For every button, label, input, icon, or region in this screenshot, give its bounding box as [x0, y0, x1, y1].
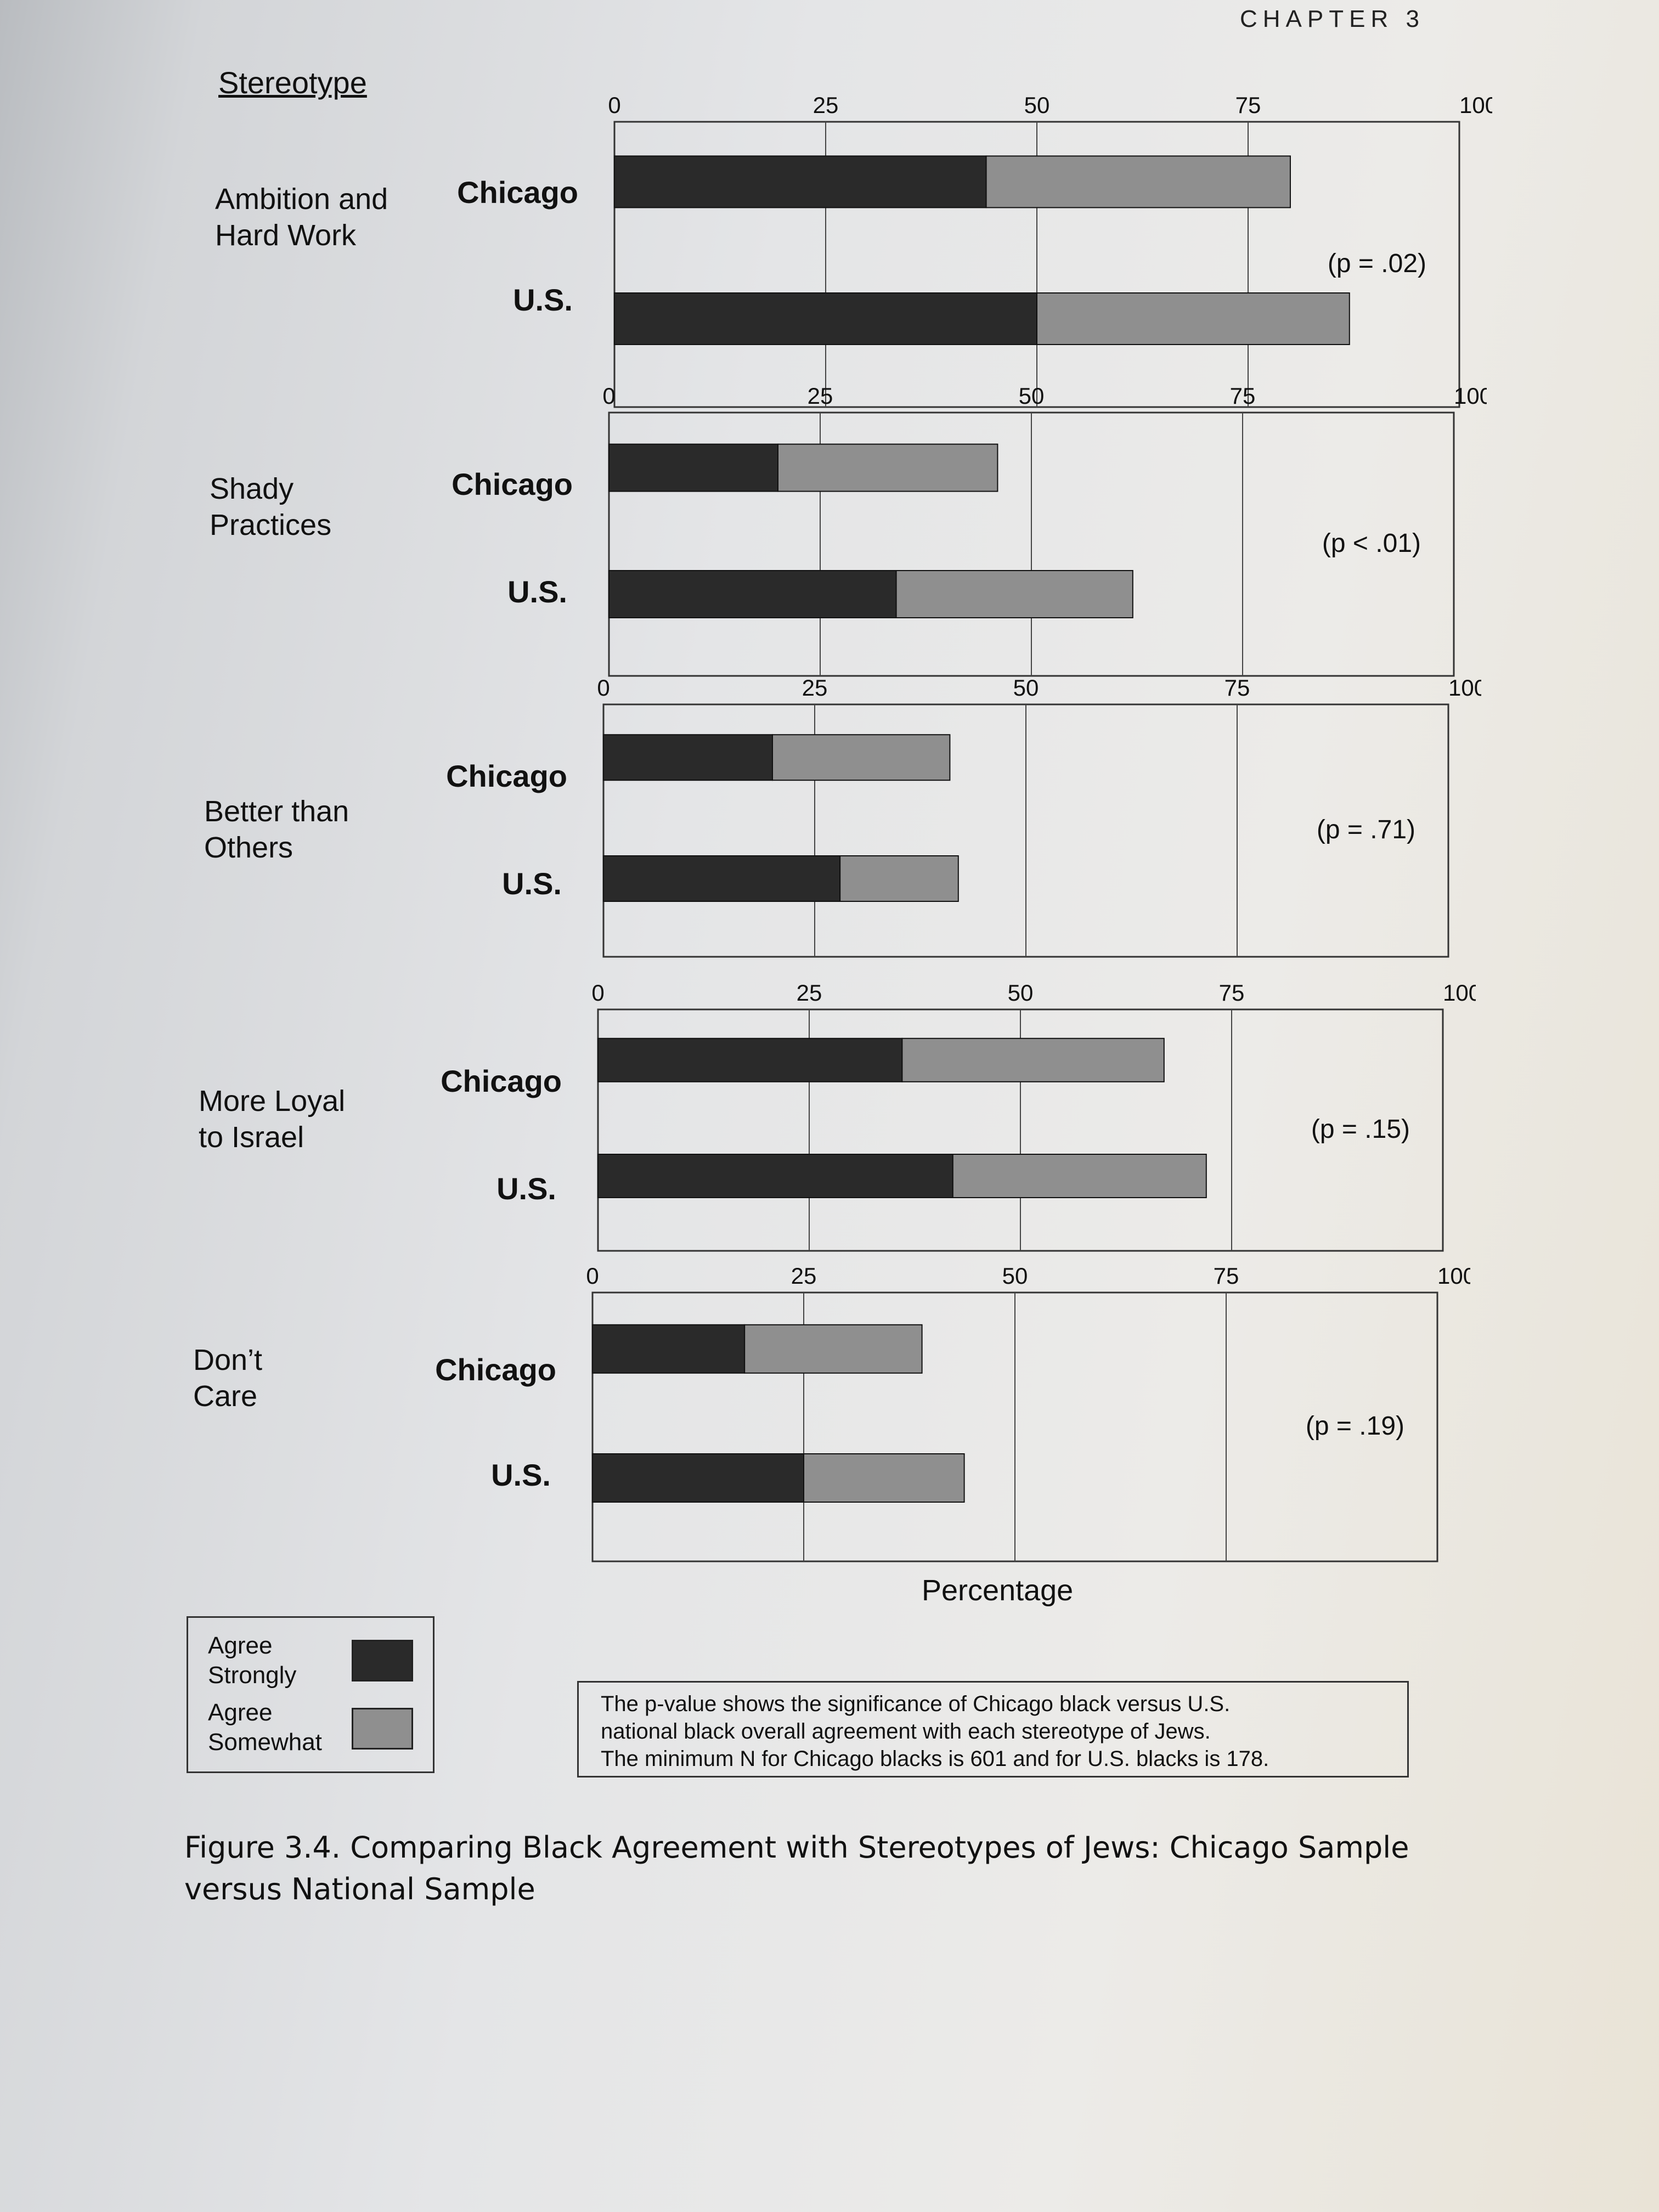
x-tick-label: 25 — [797, 980, 822, 1006]
bar-agree-somewhat — [985, 155, 1291, 208]
x-tick-label: 50 — [1019, 383, 1045, 409]
note-line: The p-value shows the significance of Ch… — [601, 1692, 1231, 1716]
p-value-label: (p = .02) — [1328, 249, 1426, 278]
x-tick-label: 25 — [791, 1263, 817, 1289]
legend: Agree Strongly Agree Somewhat — [187, 1616, 435, 1773]
x-tick-label: 0 — [597, 675, 610, 701]
legend-swatch-strong — [352, 1640, 413, 1681]
bar-agree-somewhat — [803, 1453, 965, 1503]
bar-agree-strongly — [614, 292, 1037, 345]
bar-agree-strongly — [608, 570, 897, 618]
chart-panel: 0 25 50 75 100 (p = .02) — [608, 92, 1492, 408]
legend-swatch-somewhat — [352, 1708, 413, 1750]
bar-agree-strongly — [592, 1453, 804, 1503]
bar-agree-somewhat — [839, 855, 959, 902]
x-tick-label: 50 — [1013, 675, 1039, 701]
x-tick-label: 100 — [1454, 383, 1487, 409]
bar-agree-somewhat — [895, 570, 1133, 618]
x-tick-label: 25 — [802, 675, 828, 701]
stereotype-label-better: Better than Others — [204, 795, 349, 864]
chart-panel: 0 25 50 75 100 (p = .71) — [597, 675, 1481, 958]
bar-agree-strongly — [608, 443, 778, 492]
p-value-label: (p = .71) — [1317, 815, 1415, 844]
x-tick-label: 25 — [813, 92, 839, 118]
sample-label: U.S. — [502, 866, 562, 901]
note-line: national black overall agreement with ea… — [601, 1719, 1211, 1743]
chart-panel: 0 25 50 75 100 (p = .19) — [586, 1263, 1470, 1562]
x-tick-label: 0 — [591, 980, 604, 1006]
x-tick-label: 75 — [1230, 383, 1256, 409]
x-tick-label: 75 — [1235, 92, 1261, 118]
sample-label: Chicago — [452, 467, 573, 501]
legend-label-somewhat: Agree Somewhat — [208, 1699, 322, 1756]
sample-label: U.S. — [491, 1458, 551, 1492]
x-tick-label: 0 — [608, 92, 620, 118]
sample-label: U.S. — [507, 574, 567, 609]
x-tick-label: 50 — [1002, 1263, 1028, 1289]
x-tick-label: 50 — [1024, 92, 1050, 118]
p-value-label: (p = .19) — [1306, 1412, 1404, 1441]
chart-panel: 0 25 50 75 100 (p = .15) — [591, 980, 1476, 1252]
sample-label: U.S. — [496, 1171, 556, 1206]
bar-agree-somewhat — [901, 1037, 1165, 1082]
x-tick-label: 75 — [1219, 980, 1245, 1006]
sample-label: Chicago — [441, 1064, 562, 1098]
bar-agree-strongly — [603, 734, 773, 781]
x-tick-label: 100 — [1443, 980, 1476, 1006]
p-value-label: (p < .01) — [1322, 529, 1421, 558]
sample-label: Chicago — [435, 1352, 556, 1387]
x-tick-label: 100 — [1437, 1263, 1470, 1289]
bar-agree-somewhat — [744, 1324, 923, 1374]
bar-agree-strongly — [603, 855, 841, 902]
bar-agree-somewhat — [772, 734, 951, 781]
running-head: CHAPTER 3 — [1240, 5, 1425, 32]
stereotype-heading: Stereotype — [218, 65, 367, 100]
x-tick-label: 25 — [808, 383, 833, 409]
sample-label: Chicago — [457, 175, 578, 210]
bar-agree-somewhat — [777, 443, 998, 492]
p-value-label: (p = .15) — [1311, 1115, 1410, 1144]
x-tick-label: 75 — [1214, 1263, 1239, 1289]
x-tick-label: 100 — [1459, 92, 1492, 118]
note-line: The minimum N for Chicago blacks is 601 … — [601, 1747, 1269, 1771]
bar-agree-strongly — [592, 1324, 746, 1374]
x-tick-label: 0 — [602, 383, 615, 409]
bar-agree-somewhat — [1036, 292, 1350, 345]
sample-label: U.S. — [513, 283, 573, 317]
legend-label-strong: Agree Strongly — [208, 1632, 297, 1689]
bar-agree-strongly — [597, 1154, 953, 1198]
stereotype-label-loyal: More Loyal to Israel — [199, 1085, 346, 1154]
bar-agree-somewhat — [952, 1154, 1207, 1198]
figure-caption: Figure 3.4. Comparing Black Agreement wi… — [184, 1830, 1409, 1906]
x-tick-label: 0 — [586, 1263, 599, 1289]
stereotype-label-shady: Shady Practices — [210, 472, 332, 541]
x-tick-label: 50 — [1008, 980, 1034, 1006]
bar-agree-strongly — [614, 155, 987, 208]
bar-agree-strongly — [597, 1037, 903, 1082]
stereotype-label-dontcare: Don’t Care — [193, 1344, 263, 1413]
x-tick-label: 75 — [1224, 675, 1250, 701]
x-axis-title: Percentage — [922, 1574, 1074, 1607]
chart-panel: 0 25 50 75 100 (p < .01) — [602, 383, 1487, 677]
x-tick-label: 100 — [1448, 675, 1481, 701]
p-value-note: The p-value shows the significance of Ch… — [577, 1681, 1409, 1778]
sample-label: Chicago — [446, 759, 567, 793]
stereotype-label-ambition: Ambition and Hard Work — [215, 183, 388, 252]
